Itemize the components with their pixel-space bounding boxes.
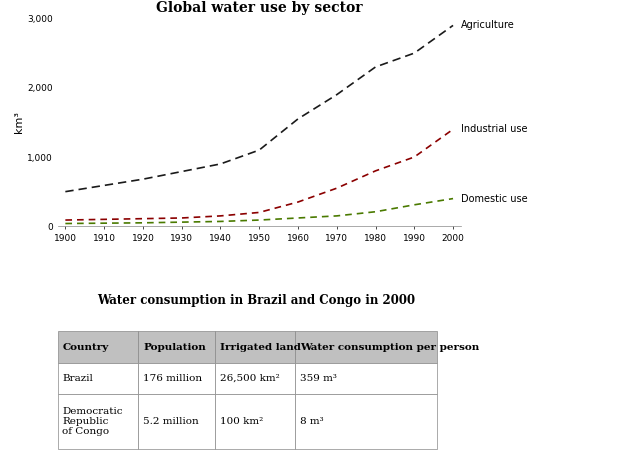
Text: 100 km²: 100 km² xyxy=(220,417,263,426)
Text: 176 million: 176 million xyxy=(143,374,202,383)
Text: Water consumption per person: Water consumption per person xyxy=(300,342,479,352)
FancyBboxPatch shape xyxy=(296,363,436,395)
FancyBboxPatch shape xyxy=(215,395,296,449)
Text: Water consumption in Brazil and Congo in 2000: Water consumption in Brazil and Congo in… xyxy=(97,294,415,307)
Text: Population: Population xyxy=(143,342,206,352)
FancyBboxPatch shape xyxy=(296,395,436,449)
Text: Country: Country xyxy=(63,342,109,352)
FancyBboxPatch shape xyxy=(138,331,215,363)
Title: Global water use by sector: Global water use by sector xyxy=(156,0,362,14)
Text: Democratic
Republic
of Congo: Democratic Republic of Congo xyxy=(63,407,123,437)
FancyBboxPatch shape xyxy=(215,363,296,395)
FancyBboxPatch shape xyxy=(58,331,138,363)
Text: Domestic use: Domestic use xyxy=(461,194,527,204)
FancyBboxPatch shape xyxy=(215,331,296,363)
FancyBboxPatch shape xyxy=(58,363,138,395)
Text: 8 m³: 8 m³ xyxy=(300,417,324,426)
Y-axis label: km³: km³ xyxy=(14,111,24,134)
Text: Agriculture: Agriculture xyxy=(461,20,515,30)
FancyBboxPatch shape xyxy=(138,395,215,449)
FancyBboxPatch shape xyxy=(58,395,138,449)
Text: 26,500 km²: 26,500 km² xyxy=(220,374,280,383)
Text: Brazil: Brazil xyxy=(63,374,93,383)
Text: Irrigated land: Irrigated land xyxy=(220,342,301,352)
Text: 5.2 million: 5.2 million xyxy=(143,417,199,426)
Text: Industrial use: Industrial use xyxy=(461,124,527,134)
FancyBboxPatch shape xyxy=(296,331,436,363)
FancyBboxPatch shape xyxy=(138,363,215,395)
Text: 359 m³: 359 m³ xyxy=(300,374,337,383)
